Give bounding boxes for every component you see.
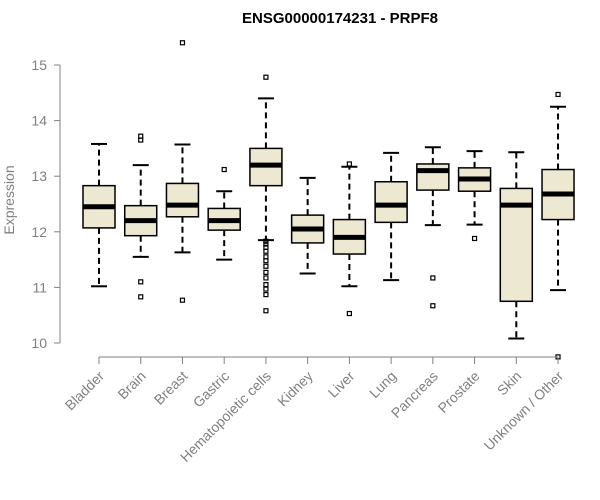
outlier-point (263, 308, 269, 314)
outlier-point (263, 238, 269, 244)
y-tick-label: 15 (31, 57, 47, 73)
outlier-point (430, 303, 436, 309)
y-tick-label: 11 (32, 279, 47, 295)
x-category-label: Bladder (62, 368, 108, 414)
outlier-point (263, 286, 269, 292)
y-axis: 10 11 12 13 14 15 (31, 57, 61, 351)
outlier-point (263, 292, 269, 298)
outlier-point (179, 297, 186, 303)
box-group (541, 91, 575, 360)
box-group (332, 161, 367, 317)
box-group (290, 176, 325, 275)
box-group (207, 166, 241, 261)
outlier-point (263, 248, 269, 254)
x-category-label: Kidney (274, 368, 316, 410)
outlier-point (263, 275, 269, 281)
outlier-point (346, 310, 352, 317)
chart-title: ENSG00000174231 - PRPF8 (242, 10, 438, 27)
outlier-point (346, 161, 352, 167)
iqr-box (165, 182, 200, 218)
x-category-label: Liver (325, 368, 358, 401)
outlier-point (263, 269, 269, 275)
box-group (249, 74, 283, 314)
iqr-box (416, 163, 450, 191)
x-category-label: Breast (151, 368, 191, 408)
outlier-point (138, 294, 144, 300)
box-group (123, 133, 158, 300)
outlier-point (263, 282, 269, 288)
outlier-point (138, 279, 144, 285)
boxes-layer (82, 40, 575, 360)
outlier-point (471, 235, 478, 242)
outlier-point (555, 91, 561, 98)
x-category-label: Lung (366, 368, 399, 401)
y-tick-label: 10 (31, 335, 47, 351)
outlier-point (263, 263, 269, 269)
iqr-box (374, 181, 408, 224)
x-category-label: Unknown / Other (481, 368, 567, 454)
outlier-point (138, 133, 144, 139)
box-group (416, 146, 450, 309)
box-group (499, 151, 534, 340)
outlier-point (179, 40, 186, 46)
x-category-label: Prostate (435, 368, 483, 416)
outlier-point (263, 74, 269, 80)
box-group (165, 40, 200, 303)
box-group (82, 142, 116, 288)
outlier-point (221, 166, 227, 173)
box-group (457, 150, 492, 242)
y-axis-title: Expression (1, 165, 17, 234)
x-category-label: Brain (114, 368, 148, 402)
box-group (374, 151, 408, 282)
y-tick-label: 12 (31, 224, 47, 240)
outlier-point (263, 241, 269, 247)
y-tick-label: 14 (31, 113, 47, 129)
x-category-label: Skin (494, 368, 525, 399)
outlier-point (430, 275, 436, 281)
outlier-point (263, 258, 269, 264)
y-tick-label: 13 (31, 168, 47, 184)
